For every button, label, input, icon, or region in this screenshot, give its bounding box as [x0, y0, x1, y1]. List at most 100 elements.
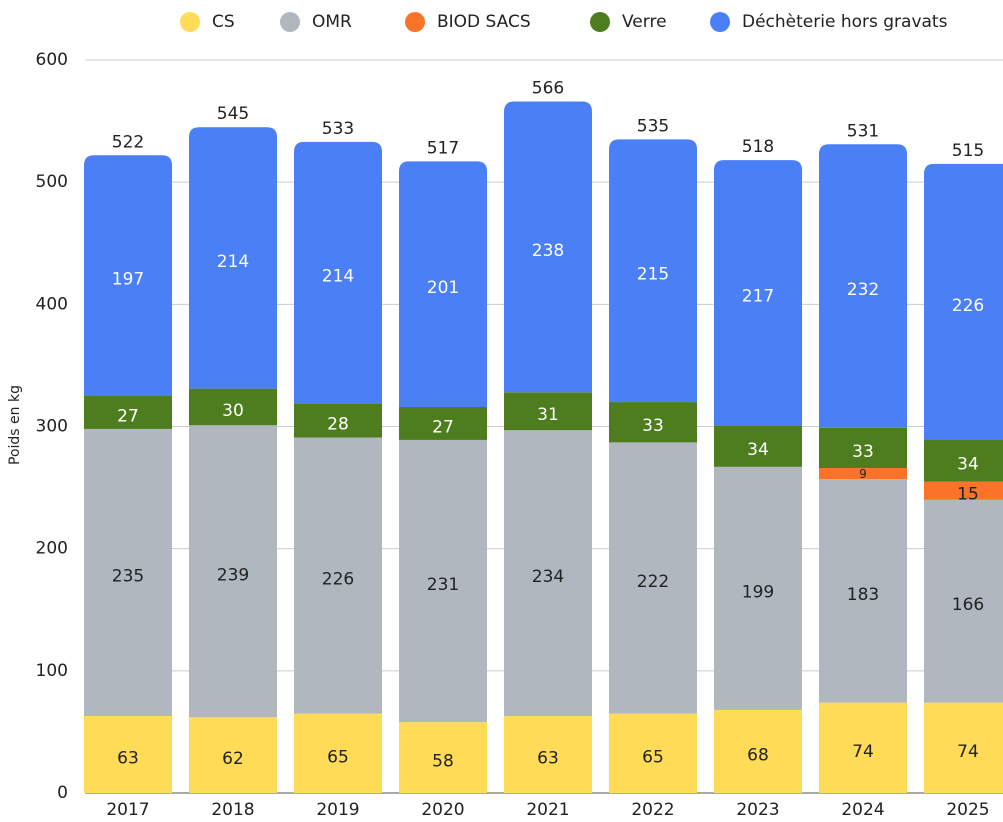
- legend-label: BIOD SACS: [437, 12, 531, 32]
- bar-segment: [504, 430, 592, 717]
- data-label: 68: [747, 745, 769, 765]
- legend-marker: [710, 12, 730, 32]
- bar-segment: [84, 716, 172, 793]
- bar-segment: [399, 406, 487, 440]
- data-label: 214: [217, 252, 249, 272]
- bar-segment: [609, 713, 697, 793]
- data-label: 166: [952, 595, 984, 615]
- data-label: 183: [847, 585, 879, 605]
- data-label: 239: [217, 565, 249, 585]
- x-tick-label: 2017: [106, 800, 149, 820]
- bar-segment: [189, 717, 277, 793]
- total-label: 545: [217, 104, 249, 124]
- bar-segment: [84, 428, 172, 717]
- x-tick-label: 2020: [421, 800, 464, 820]
- x-tick-label: 2023: [736, 800, 779, 820]
- legend-label: OMR: [312, 12, 352, 32]
- data-label: 226: [322, 570, 354, 590]
- data-label: 234: [532, 567, 564, 587]
- data-label: 62: [222, 749, 244, 769]
- total-label: 518: [742, 137, 774, 157]
- bar-segment: [399, 722, 487, 793]
- total-label: 515: [952, 141, 984, 161]
- y-tick-label: 100: [36, 661, 68, 681]
- y-axis-label: Poids en kg: [7, 385, 23, 465]
- bar-segment: [504, 101, 592, 393]
- data-label: 201: [427, 278, 459, 298]
- y-tick-label: 0: [57, 783, 68, 803]
- data-label: 34: [747, 440, 769, 460]
- bar-segment: [294, 437, 382, 714]
- data-label: 232: [847, 280, 879, 300]
- total-label: 535: [637, 116, 669, 136]
- bar-segment: [504, 716, 592, 793]
- bar-segment: [609, 442, 697, 714]
- bar-segment: [399, 161, 487, 407]
- bar-segment: [924, 499, 1003, 703]
- data-label: 235: [112, 566, 144, 586]
- bar-segment: [189, 425, 277, 718]
- total-label: 533: [322, 119, 354, 139]
- x-tick-label: 2022: [631, 800, 674, 820]
- bar-segment: [714, 160, 802, 426]
- bar-segment: [819, 479, 907, 703]
- bar-segment: [714, 466, 802, 710]
- data-label: 33: [852, 442, 874, 462]
- bar-segment: [294, 403, 382, 438]
- bar-segment: [84, 155, 172, 396]
- bar-segment: [294, 141, 382, 404]
- legend-label: Déchèterie hors gravats: [742, 12, 948, 32]
- data-label: 30: [222, 401, 244, 421]
- data-label: 9: [859, 467, 867, 481]
- bar-segment: [504, 392, 592, 431]
- y-tick-label: 300: [36, 417, 68, 437]
- bar-segment: [819, 702, 907, 793]
- x-tick-label: 2021: [526, 800, 569, 820]
- bar-segment: [399, 439, 487, 723]
- bar-segment: [924, 439, 1003, 482]
- legend-marker: [405, 12, 425, 32]
- data-label: 74: [852, 742, 874, 762]
- data-label: 33: [642, 416, 664, 436]
- total-label: 522: [112, 132, 144, 152]
- legend-marker: [590, 12, 610, 32]
- data-label: 197: [112, 270, 144, 290]
- y-tick-label: 600: [36, 50, 68, 70]
- bar-segment: [819, 468, 907, 480]
- legend-label: CS: [212, 12, 235, 32]
- bar-segment: [819, 144, 907, 428]
- data-label: 27: [117, 406, 139, 426]
- x-tick-label: 2019: [316, 800, 359, 820]
- legend-label: Verre: [622, 12, 667, 32]
- bar-segment: [714, 709, 802, 793]
- bar-segment: [924, 163, 1003, 440]
- total-label: 517: [427, 138, 459, 158]
- bar-segment: [924, 702, 1003, 793]
- x-tick-label: 2025: [946, 800, 989, 820]
- y-tick-label: 400: [36, 294, 68, 314]
- data-label: 231: [427, 575, 459, 595]
- data-label: 34: [957, 455, 979, 475]
- x-tick-label: 2024: [841, 800, 884, 820]
- x-tick-label: 2018: [211, 800, 254, 820]
- bar-segment: [189, 388, 277, 426]
- bar-segment: [84, 395, 172, 429]
- data-label: 199: [742, 582, 774, 602]
- total-label: 566: [532, 79, 564, 99]
- data-label: 31: [537, 405, 559, 425]
- y-tick-label: 500: [36, 172, 68, 192]
- data-label: 238: [532, 241, 564, 261]
- data-label: 214: [322, 267, 354, 287]
- bar-segment: [294, 713, 382, 793]
- bar-segment: [609, 139, 697, 403]
- data-label: 222: [637, 572, 669, 592]
- data-label: 63: [117, 749, 139, 769]
- data-label: 217: [742, 287, 774, 307]
- bar-segment: [609, 402, 697, 443]
- data-label: 65: [327, 747, 349, 767]
- y-tick-label: 200: [36, 539, 68, 559]
- data-label: 65: [642, 747, 664, 767]
- data-label: 28: [327, 414, 349, 434]
- bar-segment: [189, 127, 277, 389]
